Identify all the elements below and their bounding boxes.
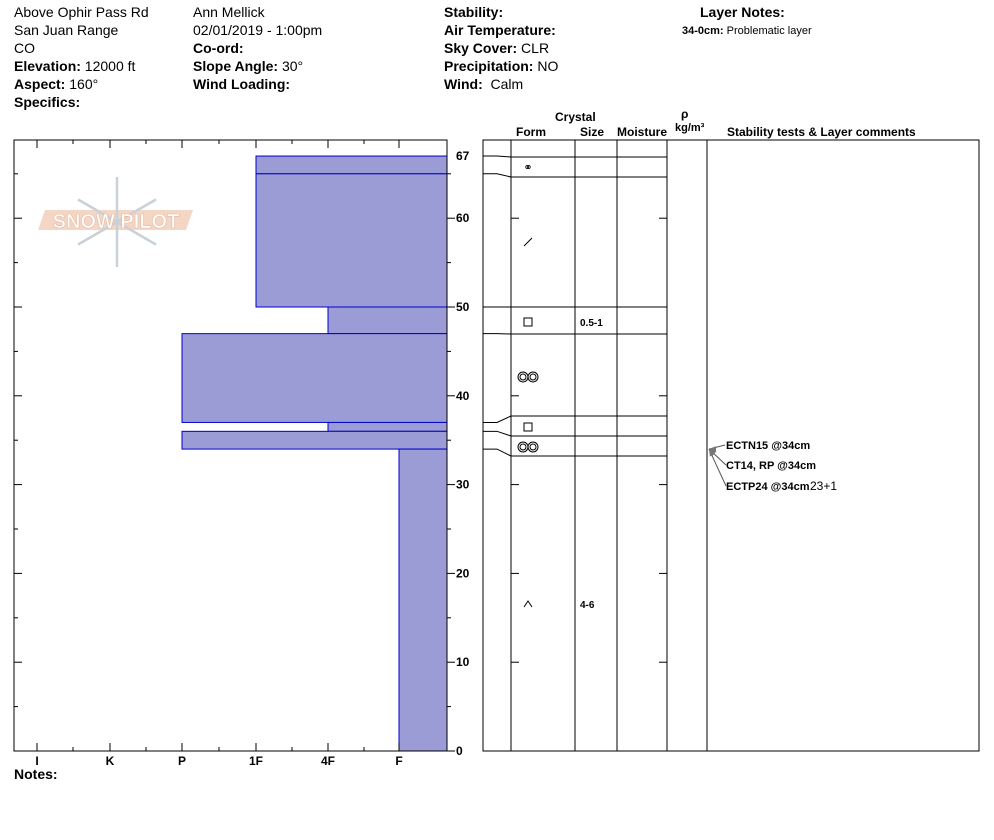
col-size: Size [580,125,605,139]
col-moisture: Moisture [617,125,668,139]
col-form: Form [516,125,546,139]
hardness-bar [327,306,448,335]
wind: Calm [490,76,524,92]
layer-connector [483,430,512,437]
aspect: 160° [69,76,99,92]
aspect-label: Aspect: [14,76,66,92]
state: CO [14,40,35,56]
depth-label: 50 [456,300,470,314]
stability-test: ECTN15 @34cm [726,440,810,452]
melt-forms-icon [529,443,537,451]
specifics-label: Specifics: [14,94,81,110]
logo-snowflake-arm [116,220,157,246]
col-density: kg/m³ [675,122,705,134]
logo-snowflake-arm [116,198,157,224]
hardness-bar [181,333,448,423]
logo-text: SNOW PILOT [53,211,180,233]
hardness-label: 4F [321,754,335,768]
depth-label: 0 [456,744,463,758]
col-comments: Stability tests & Layer comments [727,125,916,139]
graph-frame [13,139,448,752]
crystal-size: 4-6 [580,600,595,611]
elevation: 12000 ft [84,58,136,74]
melt-forms-icon [527,371,539,383]
wind-loading-label: Wind Loading: [193,76,291,92]
wind-label: Wind: [444,76,483,92]
hardness-bar [181,430,448,450]
observer: Ann Mellick [193,4,265,20]
melt-forms-icon [519,373,527,381]
elevation-label: Elevation: [14,58,81,74]
melt-forms-icon [519,443,527,451]
hardness-label: K [106,754,115,768]
layer-note-depth: 34-0cm: [682,25,724,37]
arrowhead-icon [709,449,716,457]
layer-connector [483,415,512,423]
layer-connector [483,173,512,178]
depth-label: 60 [456,211,470,225]
sky: CLR [521,40,550,56]
crystal-size: 0.5-1 [580,318,603,329]
location: Above Ophir Pass Rd [14,4,149,20]
stability-label: Stability: [444,4,504,20]
hardness-label: I [35,754,38,768]
col-rho: ρ [681,107,689,121]
precip: NO [537,58,559,74]
datetime: 02/01/2019 - 1:00pm [193,22,323,38]
melt-forms-icon [529,373,537,381]
stability-test: ECTP24 @34cm [726,481,810,493]
slope: 30° [281,58,304,74]
depth-hoar-icon [523,600,533,608]
depth-label: 20 [456,566,470,580]
rounded-polycrystals-icon: ⚭ [523,162,532,174]
decomposing-fragments-icon [523,237,533,247]
layer-connector [483,448,512,457]
range: San Juan Range [14,22,119,38]
layer-connector [483,155,512,158]
logo-snowflake-arm [77,220,118,246]
layer-notes-label: Layer Notes: [700,4,785,20]
hardness-label: F [395,754,402,768]
depth-label: 10 [456,655,470,669]
hardness-bar [255,155,448,175]
coord-label: Co-ord: [193,40,244,56]
arrowhead-icon [709,446,716,453]
stability-test: CT14, RP @34cm [726,460,816,472]
col-crystal: Crystal [555,110,596,124]
logo-snowflake-arm [77,198,118,224]
layer-note-text: Problematic layer [726,25,812,37]
hardness-bar [255,173,448,308]
slope-label: Slope Angle: [193,58,279,74]
depth-label: 30 [456,478,470,492]
sky-label: Sky Cover: [444,40,518,56]
stability-test-result: 23+1 [810,479,837,493]
depth-label: 40 [456,389,470,403]
hardness-label: P [178,754,186,768]
faceted-crystals-icon [523,422,533,432]
air-temp-label: Air Temperature: [444,22,556,38]
layer-table-frame [482,139,980,752]
depth-label: 67 [456,149,470,163]
notes-label: Notes: [14,766,58,782]
hardness-label: 1F [249,754,263,768]
melt-forms-icon [527,441,539,453]
hardness-bar [398,448,448,752]
hardness-bar [327,421,448,432]
precip-label: Precipitation: [444,58,534,74]
faceted-crystals-icon [523,317,533,327]
